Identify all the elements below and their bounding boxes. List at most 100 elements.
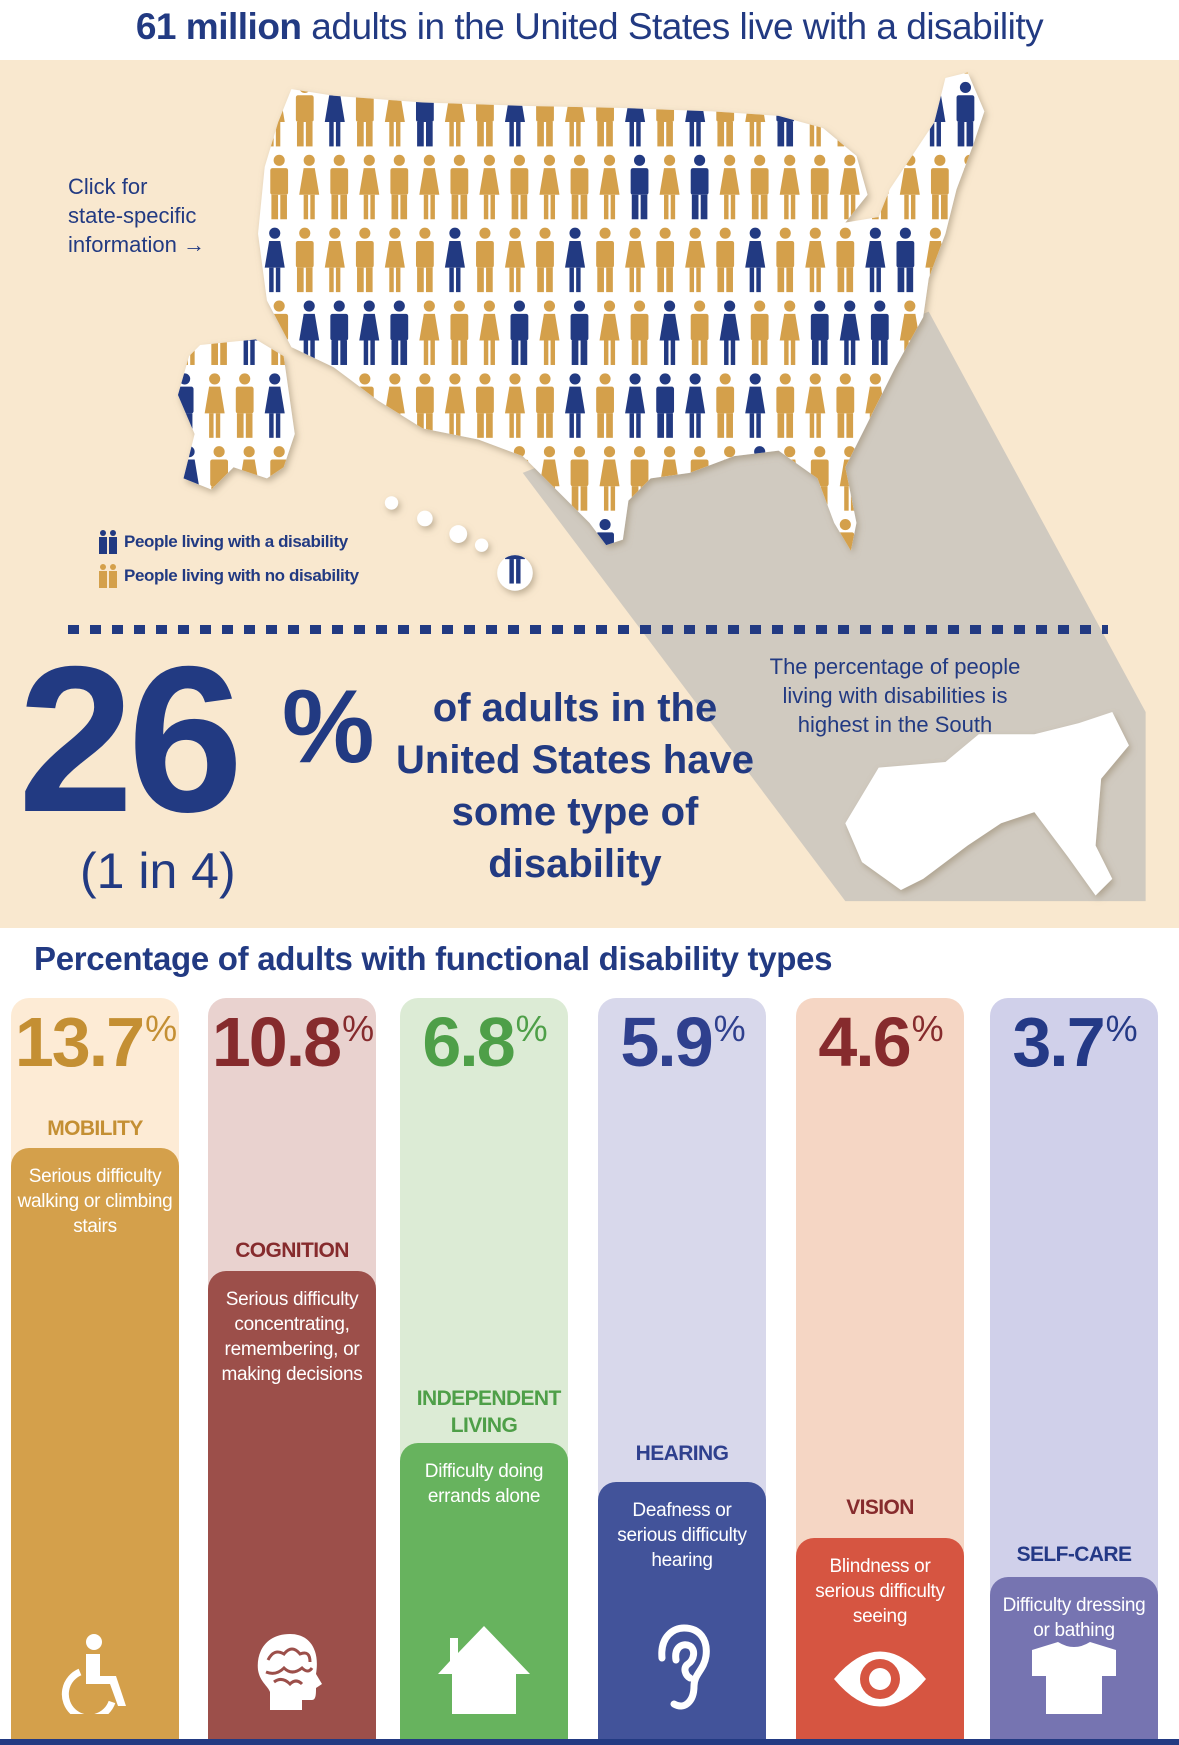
bottom-rule: [0, 1739, 1179, 1745]
south-note: The percentage of people living with dis…: [769, 654, 1021, 737]
person-no-disability-figure: [331, 72, 348, 74]
person-with-disability-figure: [870, 300, 889, 365]
person-no-disability-figure: [419, 446, 440, 511]
person-no-disability-figure: [419, 300, 440, 365]
person-with-disability-figure: [210, 154, 229, 220]
person-no-disability-figure: [570, 446, 589, 511]
person-no-disability-figure: [959, 300, 980, 365]
person-no-disability-figure: [539, 300, 560, 365]
person-no-disability-figure: [930, 154, 949, 220]
type-description-panel: Blindness or serious difficulty seeing: [796, 1538, 964, 1743]
person-no-disability-figure: [391, 72, 408, 74]
title-highlight: 61 million: [135, 6, 302, 47]
person-with-disability-figure: [896, 227, 915, 293]
people-no-disability-icon: [99, 564, 117, 588]
person-no-disability-figure: [235, 373, 254, 438]
type-description-panel: Difficulty doing errands alone: [400, 1443, 568, 1743]
person-with-disability-figure: [656, 373, 675, 438]
person-no-disability-figure: [204, 373, 225, 438]
type-percent: 5.9%: [598, 1002, 766, 1082]
person-no-disability-figure: [295, 373, 314, 438]
legend-disability: People living with a disability: [98, 530, 348, 554]
eye-icon: [830, 1644, 930, 1721]
person-no-disability-figure: [390, 154, 409, 220]
person-no-disability-figure: [450, 300, 469, 365]
person-with-disability-figure: [865, 227, 886, 293]
person-no-disability-figure: [450, 154, 469, 220]
alaska[interactable]: [177, 339, 295, 490]
type-percent-sign: %: [145, 1008, 177, 1049]
person-no-disability-figure: [932, 72, 948, 74]
person-with-disability-figure: [177, 81, 194, 147]
person-no-disability-figure: [444, 373, 465, 438]
person-no-disability-figure: [599, 154, 620, 220]
hawaii-island[interactable]: [417, 510, 433, 527]
person-no-disability-figure: [324, 373, 345, 438]
big-percent-sign: %: [282, 669, 375, 785]
person-with-disability-figure: [570, 300, 589, 365]
person-no-disability-figure: [451, 72, 468, 74]
map-shape: [177, 72, 985, 591]
brain-icon: [250, 1630, 334, 1721]
person-no-disability-figure: [539, 154, 560, 220]
person-no-disability-figure: [415, 227, 434, 293]
person-no-disability-figure: [330, 154, 349, 220]
person-with-disability-figure: [904, 72, 916, 74]
person-with-disability-figure: [784, 72, 796, 74]
hawaii-island[interactable]: [497, 555, 533, 591]
person-with-disability-figure: [745, 227, 766, 293]
person-no-disability-figure: [211, 72, 227, 74]
person-no-disability-figure: [751, 72, 768, 74]
type-percent-value: 5.9: [620, 1003, 713, 1081]
person-no-disability-figure: [384, 519, 405, 584]
hawaii-island[interactable]: [474, 538, 489, 552]
person-with-disability-figure: [363, 72, 375, 74]
person-no-disability-figure: [543, 72, 556, 74]
person-no-disability-figure: [596, 373, 614, 438]
hawaii-island[interactable]: [449, 525, 468, 543]
person-with-disability-figure: [685, 373, 706, 438]
person-no-disability-figure: [415, 373, 434, 438]
click-prompt-line: information →: [68, 232, 205, 257]
type-percent: 13.7%: [11, 1002, 179, 1082]
person-no-disability-figure: [235, 81, 254, 147]
click-prompt-line: state-specific: [68, 203, 197, 228]
person-no-disability-figure: [596, 227, 614, 293]
type-percent-sign: %: [342, 1008, 374, 1049]
person-with-disability-figure: [510, 300, 529, 365]
type-percent-value: 4.6: [818, 1003, 911, 1081]
person-no-disability-figure: [295, 227, 314, 293]
person-no-disability-figure: [510, 154, 529, 220]
house-icon: [438, 1624, 530, 1721]
person-no-disability-figure: [630, 300, 649, 365]
person-no-disability-figure: [536, 227, 554, 293]
hawaii-island[interactable]: [384, 496, 399, 510]
type-description-panel: Deafness or serious difficulty hearing: [598, 1482, 766, 1743]
person-no-disability-figure: [479, 300, 500, 365]
person-no-disability-figure: [359, 446, 380, 511]
type-description: Serious difficulty walking or climbing s…: [17, 1166, 173, 1237]
type-description-panel: Serious difficulty concentrating, rememb…: [208, 1271, 376, 1743]
disability-type-hearing: 5.9% HEARING Deafness or serious difficu…: [598, 998, 766, 1743]
person-no-disability-figure: [685, 227, 706, 293]
person-no-disability-figure: [299, 154, 320, 220]
person-no-disability-figure: [270, 154, 289, 220]
person-no-disability-figure: [750, 300, 769, 365]
type-name: VISION: [846, 1496, 914, 1519]
person-with-disability-figure: [330, 300, 349, 365]
type-description-panel: Serious difficulty walking or climbing s…: [11, 1148, 179, 1743]
type-name: HEARING: [635, 1442, 729, 1465]
person-no-disability-figure: [476, 227, 494, 293]
state-info-link[interactable]: Click for state-specific information →: [68, 172, 205, 259]
type-percent-sign: %: [515, 1008, 548, 1049]
person-with-disability-figure: [271, 72, 287, 74]
legend-label: People living with a disability: [124, 532, 348, 551]
person-no-disability-figure: [570, 154, 589, 220]
type-name: SELF-CARE: [1016, 1543, 1132, 1566]
us-map[interactable]: [0, 60, 1179, 928]
person-no-disability-figure: [511, 72, 528, 74]
person-no-disability-figure: [384, 227, 405, 293]
person-with-disability-figure: [630, 154, 649, 220]
person-with-disability-figure: [691, 72, 708, 74]
person-with-disability-figure: [359, 300, 380, 365]
